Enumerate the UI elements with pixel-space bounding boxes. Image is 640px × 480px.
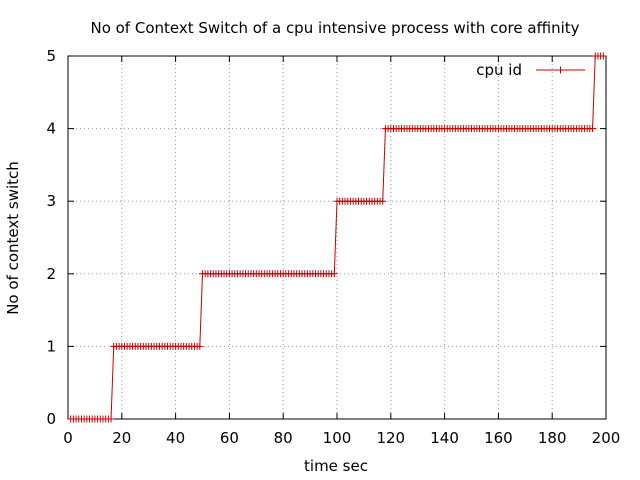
data-point (196, 342, 204, 350)
y-tick-label: 5 (46, 47, 56, 65)
y-tick-label: 4 (46, 120, 56, 138)
x-tick-label: 40 (166, 429, 185, 447)
axis-ticks (67, 55, 607, 420)
grid-lines (68, 56, 606, 419)
chart-title: No of Context Switch of a cpu intensive … (90, 19, 579, 37)
x-tick-label: 140 (430, 429, 459, 447)
y-tick-labels: 0 1 2 3 4 5 (46, 47, 56, 428)
legend-label-cpu-id: cpu id (476, 61, 522, 79)
data-point (599, 52, 607, 60)
data-point (330, 270, 338, 278)
data-point (379, 197, 387, 205)
series-cpu-id (67, 52, 607, 423)
x-tick-label: 20 (112, 429, 131, 447)
y-tick-label: 0 (46, 410, 56, 428)
x-tick-label: 100 (323, 429, 352, 447)
x-tick-label: 0 (63, 429, 73, 447)
x-tick-label: 120 (376, 429, 405, 447)
x-tick-label: 80 (274, 429, 293, 447)
x-tick-labels: 0 20 40 60 80 100 120 140 160 180 200 (63, 429, 620, 447)
x-axis-label: time sec (304, 457, 368, 475)
x-tick-label: 180 (538, 429, 567, 447)
legend: cpu id (476, 61, 585, 79)
legend-swatch-marker (557, 66, 564, 74)
y-axis-label: No of context switch (4, 161, 22, 315)
x-tick-label: 200 (592, 429, 621, 447)
x-tick-label: 60 (220, 429, 239, 447)
x-tick-label: 160 (484, 429, 513, 447)
y-tick-label: 2 (46, 265, 56, 283)
data-point (107, 415, 115, 423)
y-tick-label: 1 (46, 337, 56, 355)
data-point (589, 125, 597, 133)
y-tick-label: 3 (46, 192, 56, 210)
